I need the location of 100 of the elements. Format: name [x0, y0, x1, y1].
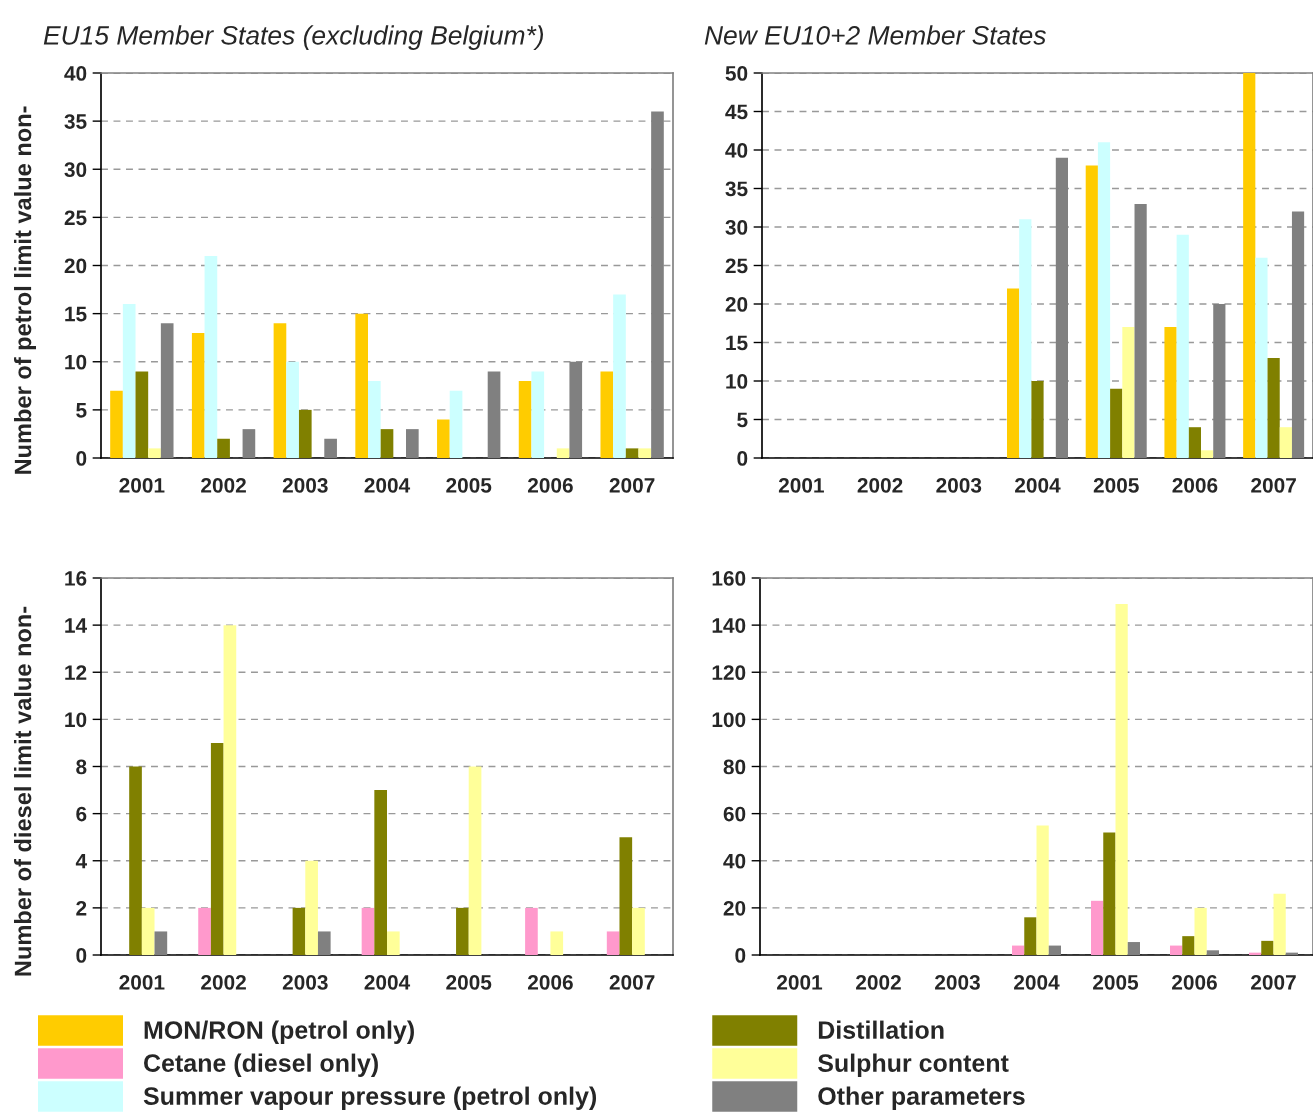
- bar: [305, 860, 318, 955]
- y-tick-label: 35: [725, 181, 748, 197]
- y-tick-label: 40: [64, 66, 87, 81]
- bar: [1097, 142, 1111, 458]
- bar: [638, 448, 652, 458]
- legend-label: Other parameters: [818, 1086, 1025, 1110]
- bar: [1122, 327, 1135, 458]
- bar: [324, 438, 337, 458]
- x-tick-label: 2001: [119, 477, 165, 493]
- x-tick-label: 2004: [364, 477, 411, 493]
- x-tick-label: 2005: [1093, 477, 1139, 493]
- x-tick-label: 2007: [1251, 974, 1296, 990]
- bar: [217, 438, 230, 458]
- bar: [1261, 940, 1274, 955]
- y-axis-title: Number of petrol limit value non-: [14, 106, 36, 474]
- bar: [198, 907, 211, 955]
- bar: [1255, 257, 1268, 458]
- bar: [1206, 950, 1219, 955]
- bar: [204, 255, 218, 458]
- x-tick-label: 2005: [1093, 974, 1139, 990]
- y-tick-label: 10: [726, 374, 748, 389]
- bar: [154, 931, 168, 955]
- x-tick-label: 2002: [856, 974, 901, 990]
- bar: [606, 931, 620, 955]
- legend-label: MON/RON (petrol only): [144, 1020, 414, 1044]
- y-tick-label: 5: [76, 403, 87, 418]
- x-tick-label: 2004: [364, 974, 411, 990]
- y-tick-label: 160: [712, 571, 746, 586]
- bar: [1127, 942, 1140, 955]
- y-tick-label: 20: [64, 258, 87, 274]
- bar: [1110, 388, 1123, 458]
- x-tick-label: 2007: [609, 974, 655, 990]
- y-tick-label: 12: [65, 665, 87, 680]
- bar: [223, 625, 237, 955]
- bar: [651, 111, 664, 458]
- bar: [569, 361, 583, 458]
- y-tick-label: 6: [76, 806, 87, 822]
- bar: [1176, 234, 1189, 458]
- bar: [600, 371, 614, 458]
- chart-title: EU15 Member States (excluding Belgium*): [43, 25, 544, 50]
- bar: [298, 409, 312, 458]
- bar: [625, 448, 639, 458]
- bar: [1031, 381, 1044, 458]
- bar: [242, 429, 256, 458]
- legend-label: Cetane (diesel only): [144, 1053, 378, 1077]
- bar: [1091, 900, 1104, 955]
- x-tick-label: 2007: [1251, 477, 1296, 493]
- x-tick-label: 2001: [778, 477, 824, 493]
- bar: [1007, 288, 1020, 458]
- bar: [361, 907, 375, 955]
- y-tick-label: 0: [76, 948, 87, 963]
- bar: [129, 766, 142, 955]
- x-tick-label: 2001: [119, 974, 165, 990]
- x-tick-label: 2006: [527, 974, 573, 990]
- bar: [1213, 304, 1226, 458]
- bar: [135, 371, 149, 458]
- bar: [292, 907, 306, 955]
- bar: [387, 931, 400, 955]
- y-tick-label: 25: [725, 258, 748, 274]
- y-tick-label: 80: [723, 759, 746, 775]
- legend-label: Distillation: [818, 1020, 944, 1039]
- x-tick-label: 2001: [777, 974, 823, 990]
- y-tick-label: 10: [65, 712, 87, 728]
- x-tick-label: 2007: [609, 477, 655, 493]
- y-tick-label: 120: [712, 665, 746, 680]
- bar: [525, 907, 538, 955]
- bar: [160, 323, 174, 458]
- bar: [110, 390, 123, 458]
- bar: [1243, 73, 1256, 458]
- y-tick-label: 0: [735, 948, 746, 963]
- bar: [1036, 825, 1049, 955]
- bar: [1115, 603, 1128, 955]
- y-tick-label: 140: [712, 618, 746, 633]
- bar: [531, 371, 545, 458]
- bar: [1012, 945, 1025, 955]
- bar: [1188, 427, 1202, 458]
- bar: [1273, 893, 1286, 955]
- bar: [1055, 157, 1068, 458]
- bar: [1170, 945, 1183, 955]
- bar: [518, 381, 532, 458]
- bar: [368, 381, 381, 458]
- y-tick-label: 20: [725, 297, 748, 312]
- bar: [141, 907, 155, 955]
- y-tick-label: 40: [725, 143, 748, 158]
- x-tick-label: 2002: [201, 477, 246, 493]
- y-tick-label: 40: [723, 853, 746, 869]
- y-tick-label: 100: [712, 712, 746, 728]
- bar: [273, 323, 287, 458]
- bar: [374, 790, 387, 955]
- y-tick-label: 15: [65, 306, 87, 322]
- bar: [632, 907, 645, 955]
- x-tick-label: 2006: [1172, 477, 1218, 493]
- bar: [1048, 945, 1061, 955]
- x-tick-label: 2003: [935, 974, 980, 990]
- y-tick-label: 5: [737, 412, 748, 428]
- y-tick-label: 16: [65, 571, 87, 586]
- legend-label: Sulphur content: [817, 1053, 1009, 1077]
- y-tick-label: 45: [725, 104, 748, 120]
- bar: [317, 931, 331, 955]
- x-tick-label: 2003: [282, 974, 328, 990]
